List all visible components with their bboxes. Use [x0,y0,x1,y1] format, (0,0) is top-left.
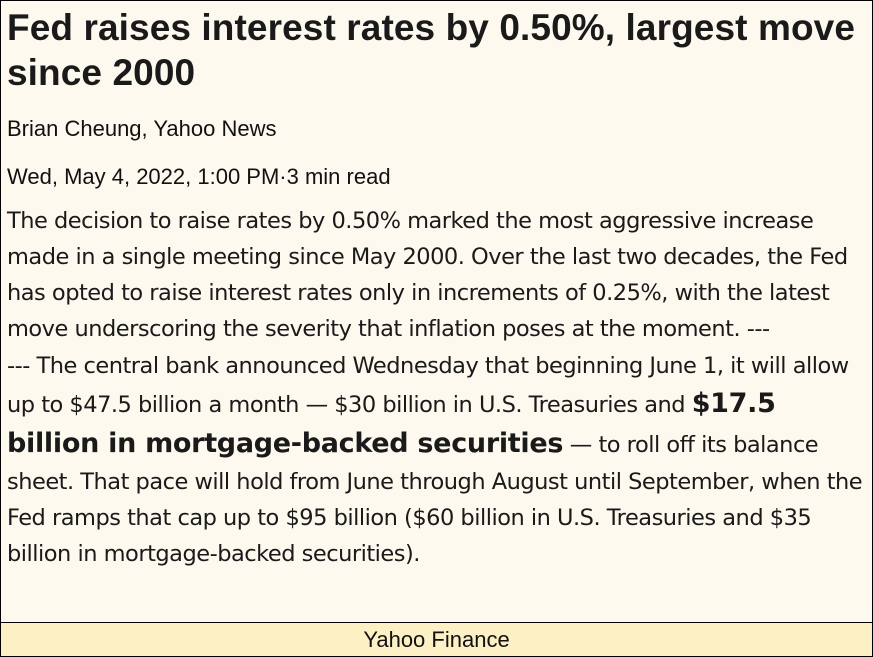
article-headline: Fed raises interest rates by 0.50%, larg… [7,7,855,93]
article-dateline: Wed, May 4, 2022, 1:00 PM·3 min read [7,164,391,189]
article-byline: Brian Cheung, Yahoo News [7,116,277,141]
paragraph-2-lead-text: --- The central bank announced Wednesday… [7,353,849,418]
article-paragraph-1: The decision to raise rates by 0.50% mar… [7,208,848,342]
paragraph-2-emphasis: $17.5 billion in mortgage-backed securit… [7,388,776,459]
source-label: Yahoo Finance [363,627,510,652]
article-paragraph-2: --- The central bank announced Wednesday… [7,348,865,572]
paragraph-2-trailing-text: — to roll off its balance sheet. That pa… [7,432,863,567]
source-footer: Yahoo Finance [1,622,872,656]
article-body: Fed raises interest rates by 0.50%, larg… [7,5,865,572]
